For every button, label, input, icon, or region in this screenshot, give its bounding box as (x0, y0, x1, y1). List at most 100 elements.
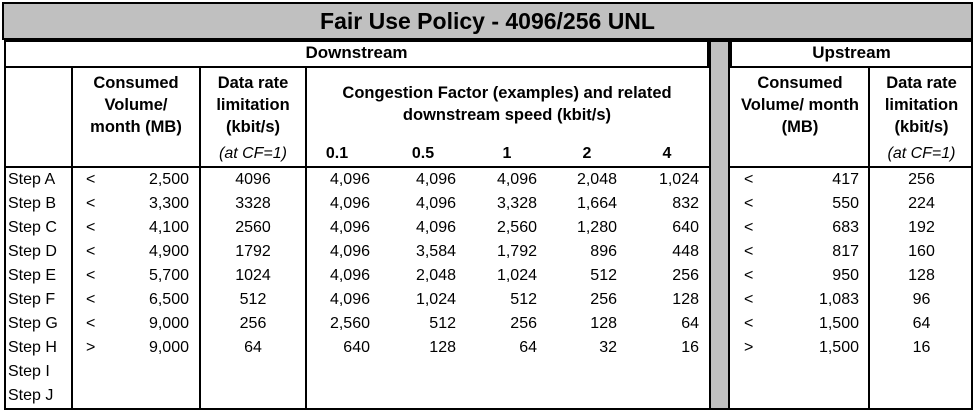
downstream-rate-value: 1792 (235, 243, 271, 260)
cf-value-header: 2 (582, 145, 592, 162)
cf-speed-value: 640 (343, 339, 370, 356)
downstream-volume-value: 3,300 (148, 195, 189, 212)
upstream-volume-operator: < (744, 291, 754, 308)
downstream-volume-operator: < (86, 219, 96, 236)
cf-speed-value: 4,096 (329, 195, 370, 212)
upstream-volume-value: 550 (832, 195, 859, 212)
page-title: Fair Use Policy - 4096/256 UNL (2, 2, 973, 40)
col-divider (868, 68, 870, 410)
cf-speed-value: 2,560 (329, 315, 370, 332)
upstream-volume-operator: < (744, 267, 754, 284)
cf-speed-value: 4,096 (329, 243, 370, 260)
downstream-section-header: Downstream (4, 40, 709, 68)
cf-speed-value: 832 (672, 195, 699, 212)
step-label: Step C (8, 219, 57, 236)
step-label: Step D (8, 243, 57, 260)
upstream-rate-value: 160 (908, 243, 935, 260)
header-divider (4, 166, 709, 168)
upstream-volume-operator: < (744, 315, 754, 332)
step-label: Step B (8, 195, 57, 212)
upstream-rate-value: 16 (912, 339, 931, 356)
upstream-rate-note: (at CF=1) (887, 145, 956, 162)
cf-speed-value (386, 384, 456, 408)
downstream-rate-value (201, 360, 305, 384)
cf-speed-value: 128 (429, 339, 456, 356)
downstream-volume-operator: < (86, 315, 96, 332)
step-label: Step J (8, 387, 54, 404)
upstream-rate-value: 256 (908, 171, 935, 188)
cf-speed-value: 640 (672, 219, 699, 236)
upstream-volume-header: Consumed Volume/ month (MB) (741, 74, 859, 136)
downstream-volume-operator: < (86, 243, 96, 260)
cf-speed-value: 512 (429, 315, 456, 332)
cf-speed-value: 3,328 (496, 195, 537, 212)
downstream-rate-value: 256 (239, 315, 267, 332)
cf-speed-value: 896 (590, 243, 617, 260)
cf-speed-value: 4,096 (415, 219, 456, 236)
upstream-volume-operator (744, 360, 764, 384)
downstream-volume-value: 5,700 (148, 267, 189, 284)
downstream-rate-value: 64 (244, 339, 262, 356)
upstream-volume-value: 1,500 (818, 315, 859, 332)
cf-speed-value: 4,096 (329, 267, 370, 284)
cf-value-header: 1 (502, 145, 512, 162)
downstream-volume-value: 4,100 (148, 219, 189, 236)
cf-speed-value (467, 384, 537, 408)
upstream-volume-operator (744, 384, 764, 408)
col-divider (305, 68, 307, 410)
col-divider (71, 68, 73, 410)
downstream-body-frame (4, 68, 709, 410)
upstream-volume-operator: < (744, 195, 754, 212)
cf-speed-value: 1,024 (415, 291, 456, 308)
downstream-rate-value (201, 384, 305, 408)
upstream-volume-operator: < (744, 243, 754, 260)
upstream-volume-operator: < (744, 171, 754, 188)
cf-speed-value: 256 (672, 267, 699, 284)
downstream-volume-value (100, 360, 189, 384)
step-label: Step H (8, 339, 57, 356)
downstream-volume-value: 9,000 (148, 315, 189, 332)
downstream-rate-value: 4096 (235, 171, 271, 188)
downstream-rate-value: 512 (239, 291, 267, 308)
upstream-volume-value (770, 360, 859, 384)
downstream-volume-value: 9,000 (148, 339, 189, 356)
upstream-rate-value: 224 (908, 195, 935, 212)
downstream-volume-value: 4,900 (148, 243, 189, 260)
cf-speed-value (629, 384, 699, 408)
cf-speed-value: 4,096 (496, 171, 537, 188)
cf-speed-value: 1,280 (576, 219, 617, 236)
downstream-rate-value: 1024 (235, 267, 271, 284)
cf-speed-value (300, 360, 370, 384)
cf-speed-value (547, 360, 617, 384)
upstream-rate-value: 192 (908, 219, 935, 236)
header-divider (730, 166, 973, 168)
downstream-rate-value: 3328 (235, 195, 271, 212)
upstream-volume-value: 1,500 (818, 339, 859, 356)
step-label: Step F (8, 291, 56, 308)
cf-speed-value: 4,096 (415, 195, 456, 212)
cf-speed-value: 4,096 (329, 171, 370, 188)
cf-speed-value (629, 360, 699, 384)
upstream-volume-value: 817 (832, 243, 859, 260)
downstream-volume-operator: < (86, 171, 96, 188)
congestion-factor-header: Congestion Factor (examples) and related… (342, 84, 672, 124)
step-label: Step E (8, 267, 57, 284)
cf-speed-value: 3,584 (415, 243, 456, 260)
upstream-rate-header: Data rate limitation (kbit/s) (884, 74, 959, 136)
upstream-volume-operator: < (744, 219, 754, 236)
cf-speed-value: 4,096 (329, 291, 370, 308)
upstream-rate-value (870, 384, 973, 408)
downstream-rate-value: 2560 (235, 219, 271, 236)
upstream-rate-value: 96 (912, 291, 931, 308)
step-label: Step I (8, 363, 50, 380)
upstream-volume-value: 417 (832, 171, 859, 188)
cf-speed-value: 64 (681, 315, 699, 332)
cf-speed-value: 1,024 (658, 171, 699, 188)
upstream-volume-operator: > (744, 339, 754, 356)
cf-speed-value: 1,024 (496, 267, 537, 284)
upstream-body-frame (730, 68, 973, 410)
cf-speed-value: 448 (672, 243, 699, 260)
cf-speed-value: 16 (681, 339, 699, 356)
cf-speed-value: 1,792 (496, 243, 537, 260)
